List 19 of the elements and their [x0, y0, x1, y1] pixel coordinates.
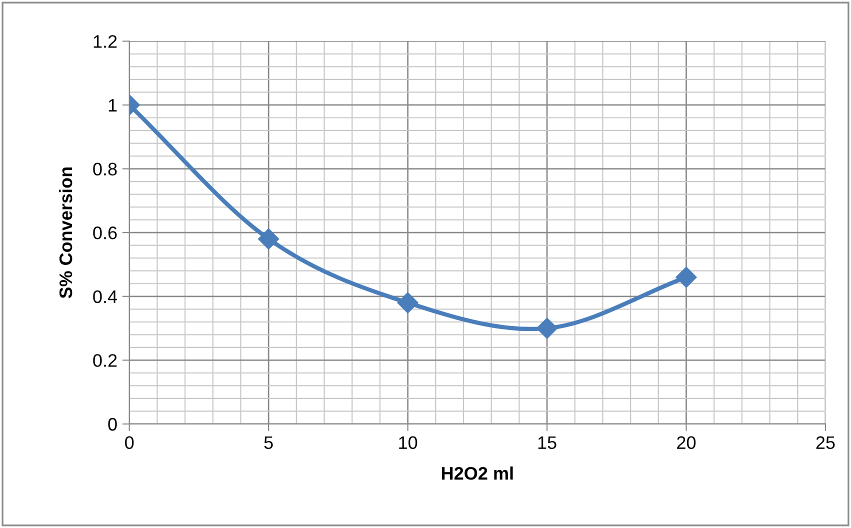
- x-tick-label: 10: [399, 436, 418, 450]
- point: [397, 292, 418, 314]
- y-tick-label: 1.2: [94, 35, 117, 48]
- y-tick-label: 0.8: [93, 162, 117, 176]
- point: [536, 318, 558, 339]
- y-tick-label: 1: [108, 99, 117, 112]
- x-tick-label: 25: [816, 436, 835, 450]
- x-tick-label: 0: [125, 436, 134, 450]
- point: [676, 266, 697, 288]
- x-tick-label: 15: [538, 436, 556, 450]
- x-tick-label: 5: [264, 436, 273, 450]
- y-tick-label: 0: [108, 418, 117, 431]
- x-tick-label: 20: [677, 436, 696, 450]
- x-axis-title: H2O2 ml: [442, 466, 513, 480]
- y-tick-label: 0.6: [93, 226, 117, 240]
- y-tick-label: 0.2: [93, 354, 117, 367]
- y-tick-label: 0.4: [93, 290, 118, 304]
- y-axis-title: S% Conversion: [58, 167, 72, 298]
- point: [258, 228, 280, 250]
